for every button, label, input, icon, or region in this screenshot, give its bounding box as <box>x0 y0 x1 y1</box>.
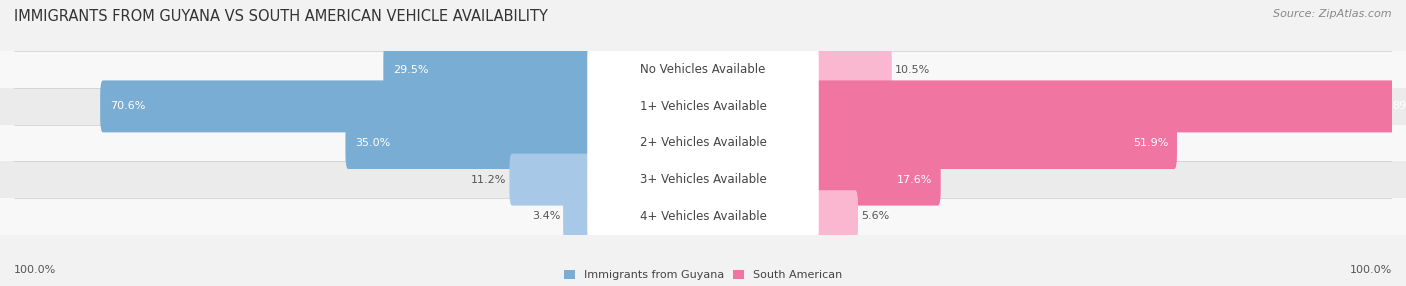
Bar <box>0 51 1406 88</box>
FancyBboxPatch shape <box>346 117 592 169</box>
Bar <box>0 161 1406 198</box>
Text: 11.2%: 11.2% <box>471 175 506 184</box>
FancyBboxPatch shape <box>588 192 818 240</box>
Text: 3.4%: 3.4% <box>531 211 561 221</box>
Legend: Immigrants from Guyana, South American: Immigrants from Guyana, South American <box>564 270 842 280</box>
FancyBboxPatch shape <box>814 190 858 242</box>
FancyBboxPatch shape <box>588 156 818 203</box>
FancyBboxPatch shape <box>100 80 592 132</box>
FancyBboxPatch shape <box>814 80 1406 132</box>
FancyBboxPatch shape <box>509 154 592 206</box>
FancyBboxPatch shape <box>814 44 891 96</box>
Text: 17.6%: 17.6% <box>897 175 932 184</box>
Text: 100.0%: 100.0% <box>1350 265 1392 275</box>
FancyBboxPatch shape <box>588 83 818 130</box>
Text: 51.9%: 51.9% <box>1133 138 1168 148</box>
Text: 10.5%: 10.5% <box>894 65 929 75</box>
Bar <box>0 198 1406 235</box>
Text: 89.5%: 89.5% <box>1392 102 1406 111</box>
Text: No Vehicles Available: No Vehicles Available <box>640 63 766 76</box>
Text: IMMIGRANTS FROM GUYANA VS SOUTH AMERICAN VEHICLE AVAILABILITY: IMMIGRANTS FROM GUYANA VS SOUTH AMERICAN… <box>14 9 548 23</box>
Text: 5.6%: 5.6% <box>860 211 889 221</box>
FancyBboxPatch shape <box>588 119 818 167</box>
Text: 35.0%: 35.0% <box>356 138 391 148</box>
Text: 70.6%: 70.6% <box>110 102 145 111</box>
Text: 100.0%: 100.0% <box>14 265 56 275</box>
FancyBboxPatch shape <box>384 44 592 96</box>
Text: Source: ZipAtlas.com: Source: ZipAtlas.com <box>1274 9 1392 19</box>
Text: 4+ Vehicles Available: 4+ Vehicles Available <box>640 210 766 223</box>
Text: 2+ Vehicles Available: 2+ Vehicles Available <box>640 136 766 150</box>
FancyBboxPatch shape <box>588 46 818 94</box>
Text: 3+ Vehicles Available: 3+ Vehicles Available <box>640 173 766 186</box>
Text: 1+ Vehicles Available: 1+ Vehicles Available <box>640 100 766 113</box>
FancyBboxPatch shape <box>814 117 1177 169</box>
Bar <box>0 88 1406 125</box>
Text: 29.5%: 29.5% <box>392 65 429 75</box>
Bar <box>0 125 1406 161</box>
FancyBboxPatch shape <box>564 190 592 242</box>
FancyBboxPatch shape <box>814 154 941 206</box>
